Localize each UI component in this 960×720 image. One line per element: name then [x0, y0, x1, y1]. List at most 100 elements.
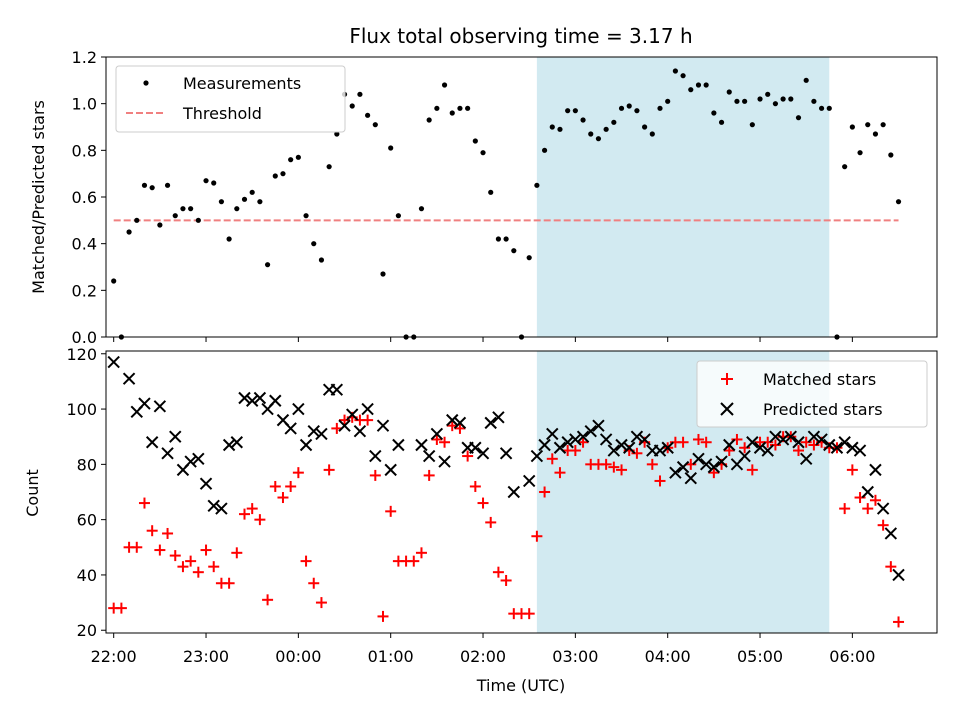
- predicted-star-point: [884, 527, 898, 540]
- top-y-tick-label: 1.0: [72, 95, 97, 114]
- predicted-star-point: [769, 430, 782, 443]
- matched-star-point: [616, 464, 628, 476]
- bottom-x-tick-label: 23:00: [183, 647, 229, 666]
- predicted-star-point: [599, 433, 613, 446]
- matched-star-point: [200, 544, 212, 556]
- legend-matched-label: Matched stars: [763, 370, 876, 389]
- predicted-star-point: [446, 413, 459, 427]
- measurement-point: [495, 236, 502, 242]
- bottom-panel: 20 40 60 80 100 120 22:00 23:00 00:00 01:00 02:00…: [23, 345, 938, 695]
- top-y-axis-label: Matched/Predicted stars: [29, 100, 48, 294]
- legend-measurements-label: Measurements: [183, 74, 301, 93]
- matched-star-point: [762, 436, 774, 448]
- measurement-point: [672, 68, 678, 74]
- matched-star-point: [323, 464, 335, 476]
- measurement-point: [511, 248, 517, 254]
- measurement-point: [772, 101, 779, 107]
- measurement-point: [480, 150, 486, 156]
- matched-star-point: [377, 610, 389, 622]
- matched-star-point: [546, 453, 558, 465]
- predicted-star-point: [576, 430, 590, 443]
- bottom-x-tick-label: 04:00: [645, 647, 691, 666]
- top-y-tick-label: 1.2: [72, 48, 97, 67]
- predicted-star-point: [145, 436, 159, 449]
- matched-star-point: [885, 561, 897, 573]
- predicted-star-point: [484, 416, 497, 430]
- predicted-star-point: [392, 438, 405, 452]
- predicted-star-point: [707, 460, 721, 474]
- matched-star-point: [469, 480, 481, 492]
- measurement-point: [749, 122, 755, 128]
- predicted-star-point: [192, 452, 205, 466]
- predicted-star-point: [269, 394, 282, 407]
- predicted-star-point: [638, 433, 651, 446]
- matched-star-point: [731, 433, 743, 445]
- predicted-star-point: [315, 427, 328, 441]
- predicted-star-point: [776, 433, 790, 446]
- matched-star-point: [154, 544, 166, 556]
- top-shaded-region: [536, 57, 830, 337]
- measurement-point: [765, 91, 771, 97]
- matched-star-point: [500, 574, 512, 586]
- measurement-point: [734, 98, 740, 104]
- top-legend: Measurements Threshold: [115, 65, 346, 133]
- matched-star-point: [808, 439, 820, 451]
- predicted-star-point: [292, 402, 305, 416]
- measurement-point: [757, 96, 763, 102]
- measurement-point: [549, 124, 555, 130]
- bottom-y-axis-ticks: 20 40 60 80 100 120: [66, 345, 106, 640]
- matched-star-point: [839, 503, 851, 515]
- measurement-point: [172, 213, 178, 219]
- measurement-point: [380, 271, 386, 277]
- matched-star-point: [431, 433, 443, 445]
- measurement-point: [295, 154, 301, 160]
- measurement-point: [703, 82, 709, 88]
- measurement-point: [211, 180, 217, 186]
- predicted-star-point: [869, 463, 882, 477]
- measurement-point: [742, 98, 748, 104]
- measurement-point: [157, 222, 163, 228]
- measurement-point: [357, 91, 363, 97]
- measurement-point: [234, 206, 240, 212]
- predicted-star-point: [753, 441, 767, 454]
- measurement-point: [141, 182, 148, 188]
- bottom-y-tick-label: 60: [77, 511, 97, 530]
- predicted-star-point: [676, 460, 690, 474]
- matched-star-point: [231, 547, 243, 559]
- measurement-point: [465, 105, 471, 111]
- measurement-point: [895, 199, 902, 205]
- matched-star-point: [654, 475, 666, 487]
- matched-star-point: [700, 436, 712, 448]
- bottom-y-tick-label: 20: [77, 621, 97, 640]
- predicted-star-point: [538, 438, 551, 452]
- matched-star-point: [646, 458, 658, 470]
- measurement-point: [365, 112, 371, 118]
- bottom-x-tick-label: 06:00: [829, 647, 875, 666]
- measurement-point: [534, 182, 540, 188]
- predicted-star-point: [876, 502, 890, 515]
- predicted-star-point: [892, 568, 905, 582]
- predicted-star-point: [853, 444, 867, 457]
- predicted-star-point: [823, 438, 836, 452]
- measurement-point: [349, 103, 355, 109]
- measurement-point: [857, 150, 863, 156]
- matched-star-point: [262, 594, 274, 606]
- top-y-axis-ticks: 0.0 0.2 0.4 0.6 0.8 1.0 1.2: [72, 48, 106, 347]
- predicted-star-point: [569, 433, 582, 446]
- predicted-star-point: [245, 394, 259, 407]
- matched-star-point: [169, 550, 181, 562]
- bottom-x-axis-ticks: 22:00 23:00 00:00 01:00 02:00 03:00 04:00 05:00…: [91, 633, 875, 666]
- matched-star-point: [539, 486, 551, 498]
- matched-star-point: [269, 480, 281, 492]
- predicted-star-point: [492, 411, 505, 424]
- predicted-star-point: [761, 444, 774, 457]
- predicted-star-point: [199, 477, 213, 490]
- predicted-star-point: [861, 485, 874, 499]
- matched-star-point: [723, 445, 735, 457]
- predicted-star-point: [361, 402, 374, 416]
- measurement-point: [626, 103, 632, 109]
- predicted-star-point: [584, 424, 597, 438]
- matched-star-point: [739, 442, 751, 454]
- top-chart-title: Flux total observing time = 3.17 h: [349, 24, 692, 48]
- measurement-point: [472, 138, 478, 144]
